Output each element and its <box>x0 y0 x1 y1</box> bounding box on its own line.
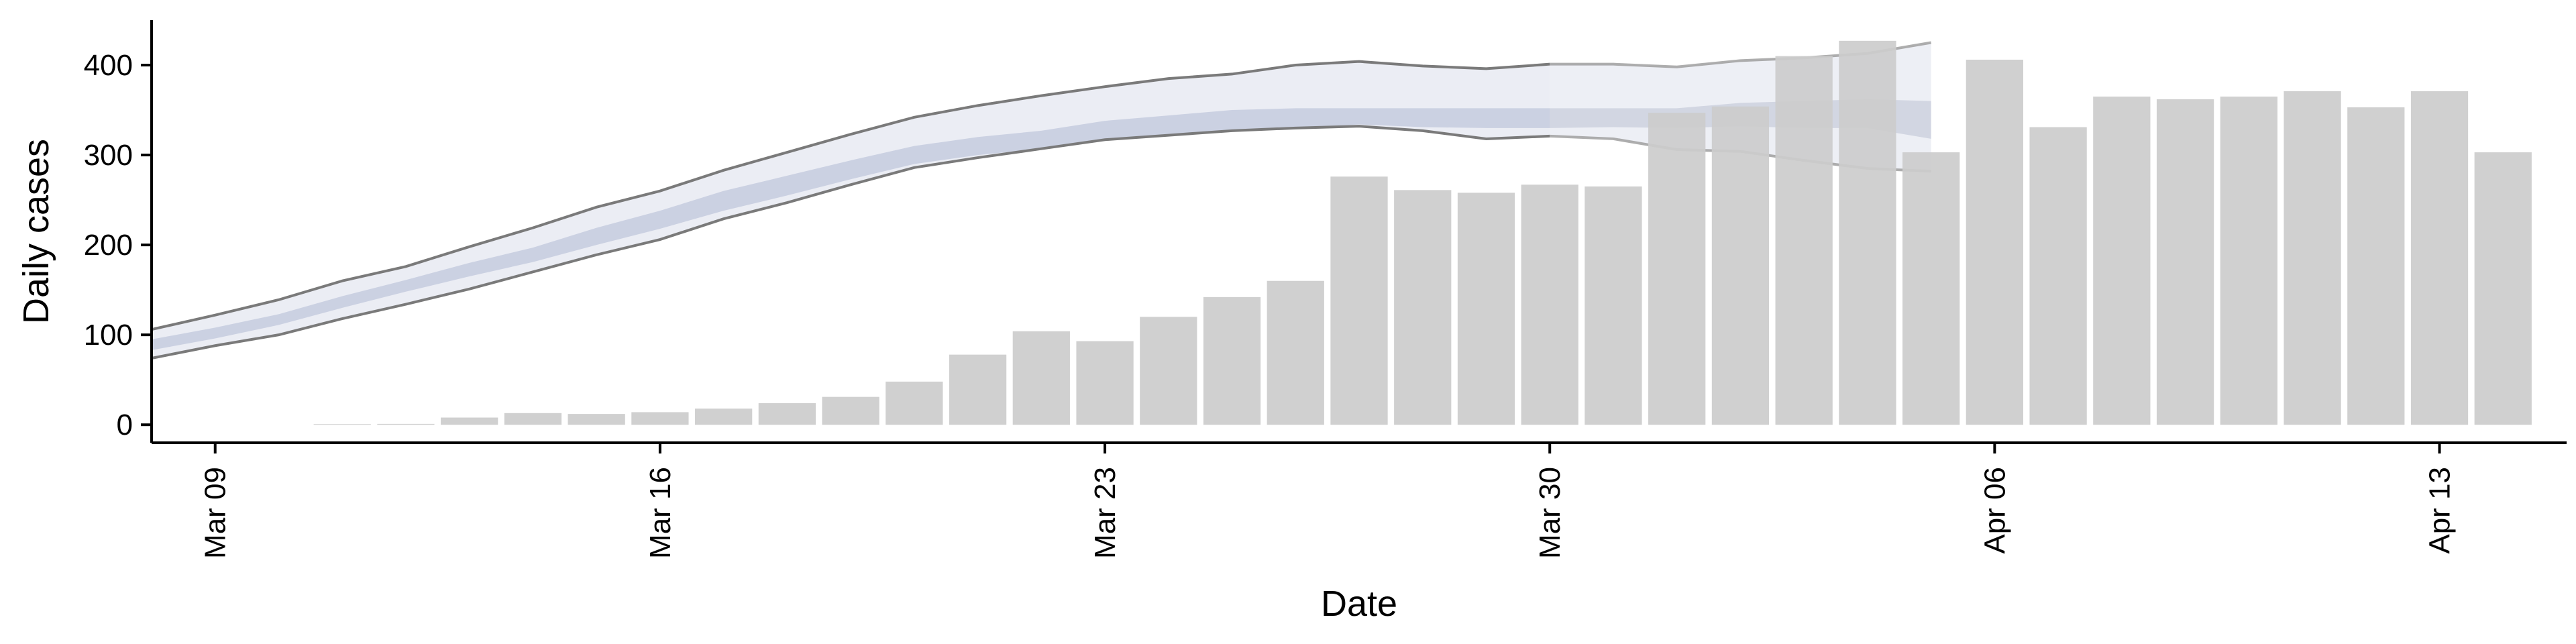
bar <box>1394 190 1452 425</box>
x-tick-label: Apr 13 <box>2424 467 2457 554</box>
bar <box>1140 317 1197 425</box>
bar <box>1775 56 1833 425</box>
x-tick-label: Mar 30 <box>1534 467 1566 559</box>
bar <box>1711 106 1770 425</box>
x-tick-label: Apr 06 <box>1978 467 2011 554</box>
bar <box>568 414 625 425</box>
y-tick-label: 400 <box>84 49 133 82</box>
band-outer-fitted <box>152 61 1550 358</box>
y-tick-label: 0 <box>117 409 133 441</box>
bar <box>822 396 879 425</box>
bar <box>1203 297 1261 425</box>
bar <box>2156 99 2214 425</box>
x-tick-label: Mar 23 <box>1089 467 1122 559</box>
x-tick-label: Mar 16 <box>644 467 677 559</box>
bar <box>2220 96 2277 425</box>
bar <box>2347 107 2405 425</box>
x-axis-title: Date <box>1321 584 1397 624</box>
y-tick-label: 200 <box>84 229 133 262</box>
bar-layer <box>313 40 2532 425</box>
bar <box>441 417 498 425</box>
bar <box>2474 152 2532 425</box>
y-tick-label: 100 <box>84 319 133 352</box>
bar <box>377 423 435 425</box>
bar <box>631 412 689 425</box>
bar <box>2093 96 2151 425</box>
y-tick-label: 300 <box>84 139 133 172</box>
bar <box>949 354 1007 425</box>
y-axis-title: Daily cases <box>16 139 56 324</box>
bar <box>1330 176 1388 425</box>
bar <box>1457 193 1515 425</box>
bar <box>1267 280 1324 425</box>
bar <box>2284 91 2341 425</box>
bar <box>2029 127 2087 425</box>
bar <box>1902 152 1960 425</box>
bar <box>1966 59 2023 425</box>
bar <box>1012 331 1070 425</box>
bar <box>1076 341 1134 425</box>
y-ticks: 0 100 200 300 400 <box>84 49 152 441</box>
bar <box>695 409 753 425</box>
bar <box>1521 184 1578 425</box>
bar <box>2410 91 2469 425</box>
bar <box>1648 113 1706 425</box>
axes <box>150 20 2567 444</box>
bar <box>758 403 816 425</box>
bar <box>885 381 943 425</box>
bar <box>1839 40 1896 425</box>
band-upper-line <box>151 60 1550 331</box>
bar <box>1585 186 1642 425</box>
x-tick-label: Mar 09 <box>199 467 232 559</box>
band-lower-line <box>151 125 1550 360</box>
bar <box>313 424 371 425</box>
bar <box>504 413 562 425</box>
x-ticks: Mar 09 Mar 16 Mar 23 Mar 30 Apr 06 Apr 13 <box>199 443 2457 559</box>
